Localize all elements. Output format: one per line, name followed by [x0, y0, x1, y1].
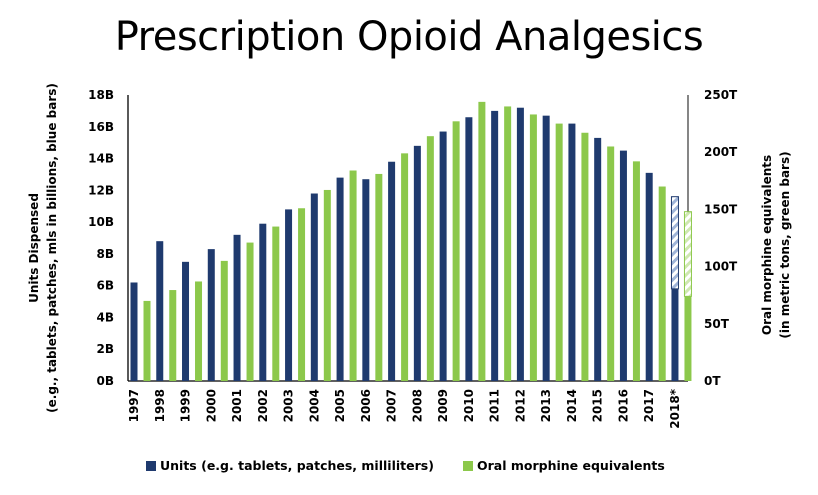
chart-title: Prescription Opioid Analgesics: [114, 14, 704, 60]
ome-bar: [349, 170, 357, 381]
legend-item-ome: Oral morphine equivalents: [463, 458, 665, 473]
ome-bar: [195, 281, 203, 381]
ome-bar: [452, 121, 460, 381]
ome-bar: [478, 101, 486, 381]
ome-bar: [246, 242, 254, 381]
x-tick-label: 2000: [204, 389, 218, 422]
legend-swatch-units: [146, 460, 156, 471]
x-tick-label: 2017: [642, 389, 656, 422]
units-bar-projected: [670, 196, 679, 290]
left-axis-subtitle: (e.g., tablets, patches, mls in billions…: [45, 83, 59, 413]
x-tick-label: 2011: [488, 389, 502, 422]
left-axis-title: Units Dispensed: [27, 193, 41, 303]
ome-bar: [658, 186, 666, 381]
right-axis-title: Oral morphine equivalents: [760, 155, 774, 335]
units-bar: [207, 249, 215, 381]
units-bar: [542, 115, 550, 382]
units-bar: [336, 177, 344, 381]
x-tick-label: 2010: [462, 389, 476, 422]
units-bar: [182, 261, 190, 381]
left-tick-label: 2B: [97, 342, 115, 356]
ome-bar: [298, 208, 306, 381]
x-tick-label: 2007: [385, 389, 399, 422]
right-tick-label: 200T: [704, 145, 738, 159]
units-bar: [130, 282, 138, 381]
left-tick-label: 6B: [97, 279, 115, 293]
units-bar: [285, 209, 293, 381]
units-bar: [259, 223, 267, 381]
ome-bar: [401, 153, 409, 381]
x-tick-label: 2009: [436, 389, 450, 422]
ome-bar: [375, 173, 383, 381]
left-tick-label: 12B: [88, 183, 114, 197]
left-tick-label: 14B: [88, 152, 114, 166]
ome-bar: [555, 123, 563, 381]
units-bar: [233, 234, 241, 381]
ome-bar: [426, 136, 434, 381]
ome-bar: [323, 189, 331, 381]
x-tick-label: 2002: [256, 389, 270, 422]
x-tick-label: 2001: [230, 389, 244, 422]
ome-bar: [684, 296, 692, 381]
x-tick-label: 1997: [127, 389, 141, 422]
ome-bar: [220, 260, 228, 381]
x-axis-labels: 1997 1998 1999 2000 2001 2002 2003 2004 2005 2006…: [127, 388, 682, 428]
x-tick-label: 2013: [539, 389, 553, 422]
units-bar: [568, 123, 576, 381]
ome-bar: [632, 161, 640, 381]
units-bar: [310, 193, 318, 381]
units-bar: [619, 150, 627, 381]
units-bar: [645, 172, 653, 381]
x-tick-label: 2012: [513, 389, 527, 422]
left-tick-label: 18B: [88, 88, 114, 102]
left-tick-label: 10B: [88, 215, 114, 229]
x-tick-label: 1999: [179, 389, 193, 422]
right-axis-subtitle: (in metric tons, green bars): [778, 151, 792, 338]
ome-bar: [529, 114, 537, 381]
ome-bar: [607, 146, 615, 381]
ome-bar: [504, 106, 512, 381]
units-bar: [594, 137, 602, 381]
x-tick-label: 1998: [153, 389, 167, 422]
bars: [130, 101, 692, 382]
ome-bar: [169, 290, 177, 381]
right-tick-label: 50T: [704, 317, 730, 331]
right-tick-label: 0T: [704, 374, 721, 388]
units-bar: [362, 179, 370, 381]
legend-label-ome: Oral morphine equivalents: [477, 458, 665, 473]
left-tick-label: 8B: [97, 247, 115, 261]
units-bar: [465, 117, 473, 381]
ome-bar: [143, 300, 151, 381]
x-tick-label: 2003: [282, 389, 296, 422]
x-tick-label: 2004: [307, 389, 321, 422]
right-tick-label: 150T: [704, 202, 738, 216]
units-bar: [671, 288, 679, 381]
ome-bar: [272, 226, 280, 381]
ome-bar: [581, 132, 589, 381]
legend-swatch-ome: [463, 460, 473, 471]
x-tick-label: 2016: [616, 389, 630, 422]
x-tick-label: 2008: [410, 389, 424, 422]
right-tick-label: 100T: [704, 260, 738, 274]
left-tick-label: 0B: [97, 374, 115, 388]
right-axis: 0T 50T 100T 150T 200T 250T: [687, 88, 738, 388]
units-bar: [156, 241, 164, 381]
x-tick-label: 2015: [591, 389, 605, 422]
units-bar: [516, 107, 524, 381]
left-tick-label: 16B: [88, 120, 114, 134]
units-bar: [439, 131, 447, 381]
right-tick-label: 250T: [704, 88, 738, 102]
legend-item-units: Units (e.g. tablets, patches, milliliter…: [146, 458, 434, 473]
left-tick-label: 4B: [97, 310, 115, 324]
x-tick-label: 2005: [333, 389, 347, 422]
ome-bar-projected: [683, 211, 692, 297]
x-tick-label: 2014: [565, 389, 579, 422]
x-tick-label: 2018*: [668, 388, 682, 428]
units-bar: [413, 145, 421, 381]
legend-label-units: Units (e.g. tablets, patches, milliliter…: [160, 458, 434, 473]
x-tick-label: 2006: [359, 389, 373, 422]
units-bar: [491, 110, 499, 381]
units-bar: [388, 161, 396, 381]
